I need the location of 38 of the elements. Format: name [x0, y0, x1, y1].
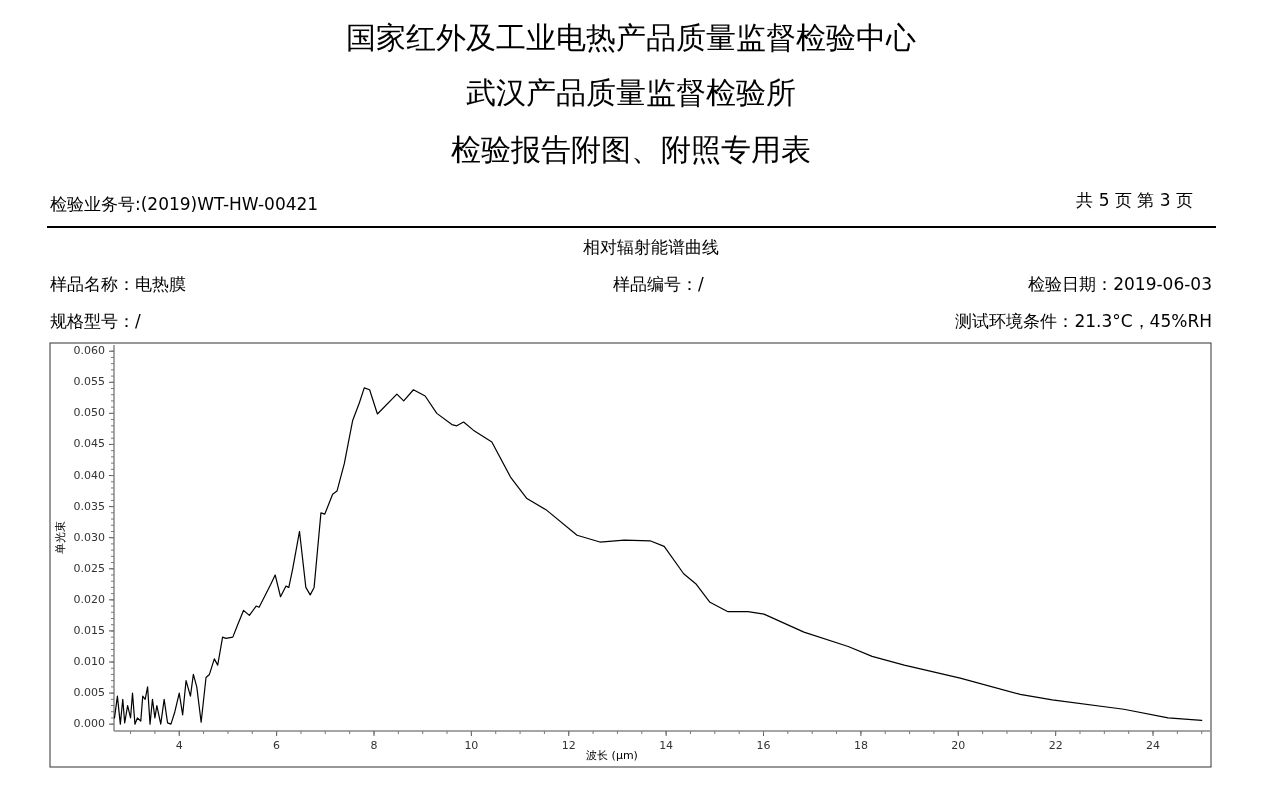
y-tick-label: 0.000 [73, 717, 105, 731]
y-tick-label: 0.030 [73, 530, 105, 544]
chart-title: 国家红外及工业电热产品质量监督检验中心 [346, 20, 916, 55]
y-tick-label: 0.055 [73, 375, 105, 389]
text: 相对辐射能谱曲线 [583, 237, 719, 257]
line-series [113, 387, 1203, 725]
y-tick-label: 0.005 [73, 686, 105, 700]
y-tick-label: 0.040 [73, 468, 105, 482]
text: 检验业务号:(2019)WT-HW-00421 [50, 194, 319, 214]
x-tick-label: 10 [464, 739, 479, 752]
x-tick-label: 14 [659, 739, 674, 752]
y-tick-label: 0.020 [73, 592, 105, 606]
y-tick-label: 0.010 [73, 655, 105, 668]
text: 检验报告附图、附照专用表 [451, 132, 811, 167]
y-tick-label: 0.045 [73, 437, 105, 451]
y-tick-label: 0.015 [73, 623, 105, 637]
text: 样品名称：电热膜 [50, 274, 186, 294]
text: 共 5 页 第 3 页 [1076, 190, 1193, 210]
x-tick-label: 4 [175, 739, 183, 752]
x-tick-label: 20 [951, 739, 966, 752]
y-tick-label: 0.025 [73, 561, 105, 575]
y-tick-label: 0.060 [73, 344, 105, 358]
x-tick-label: 6 [273, 739, 281, 752]
y-tick-label: 0.035 [73, 499, 105, 513]
x-axis-title: 波长 (μm) [586, 749, 638, 762]
text: 样品编号：/ [613, 274, 704, 294]
x-tick-label: 18 [853, 739, 868, 752]
y-tick-label: 0.050 [73, 406, 105, 420]
chart-subtitle: 武汉产品质量监督检验所 [466, 75, 796, 110]
x-tick-label: 12 [561, 739, 576, 752]
y-axis-title: 单光束 [54, 521, 67, 555]
text: 测试环境条件：21.3°C，45%RH [955, 311, 1212, 331]
text: 检验日期：2019-06-03 [1028, 274, 1212, 294]
x-tick-label: 24 [1146, 739, 1161, 752]
x-tick-label: 16 [756, 739, 771, 752]
x-tick-label: 8 [370, 739, 378, 752]
x-tick-label: 22 [1048, 739, 1063, 752]
text: 规格型号：/ [50, 311, 141, 331]
